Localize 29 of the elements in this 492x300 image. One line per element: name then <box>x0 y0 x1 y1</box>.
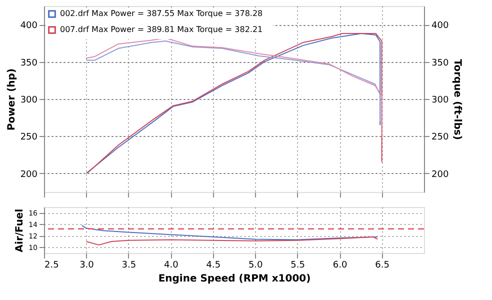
y-tick-label: 350 <box>20 58 38 68</box>
x-tick-label: 3.0 <box>80 260 94 270</box>
y-tick-label: 400 <box>20 21 38 32</box>
y-tick-label: 250 <box>20 132 38 143</box>
x-tick-label: 4.0 <box>164 260 179 270</box>
line-series <box>86 236 378 246</box>
y-tick-label: 300 <box>20 96 38 106</box>
y2-tick-label: 300 <box>432 96 449 106</box>
y-axis-title: Air/Fuel <box>14 208 26 252</box>
line-series <box>82 224 378 240</box>
y2-tick-label: 400 <box>432 21 449 32</box>
y2-tick-label: 200 <box>432 170 449 180</box>
x-axis-title: Engine Speed (RPM x1000) <box>158 274 311 284</box>
x-tick-label: 4.5 <box>206 260 221 270</box>
legend-label: 007.drf Max Power = 389.81 Max Torque = 382.21 <box>60 25 263 34</box>
y-axis-title: Power (hp) <box>6 68 18 131</box>
x-tick-label: 5.5 <box>290 260 305 270</box>
x-tick-label: 3.5 <box>122 260 136 270</box>
x-tick-label: 5.0 <box>248 260 264 270</box>
y-tick-label: 200 <box>20 170 38 180</box>
y2-tick-label: 350 <box>432 58 449 68</box>
y2-tick-label: 250 <box>432 132 449 143</box>
x-tick-label: 2.5 <box>44 260 59 270</box>
y2-axis-title: Torque (ft-lbs) <box>452 59 463 140</box>
line-series <box>86 40 381 122</box>
line-series <box>86 37 382 137</box>
x-tick-label: 6.5 <box>375 260 390 270</box>
legend-label: 002.drf Max Power = 387.55 Max Torque = 378.28 <box>60 9 263 18</box>
x-tick-label: 6.0 <box>332 260 348 270</box>
